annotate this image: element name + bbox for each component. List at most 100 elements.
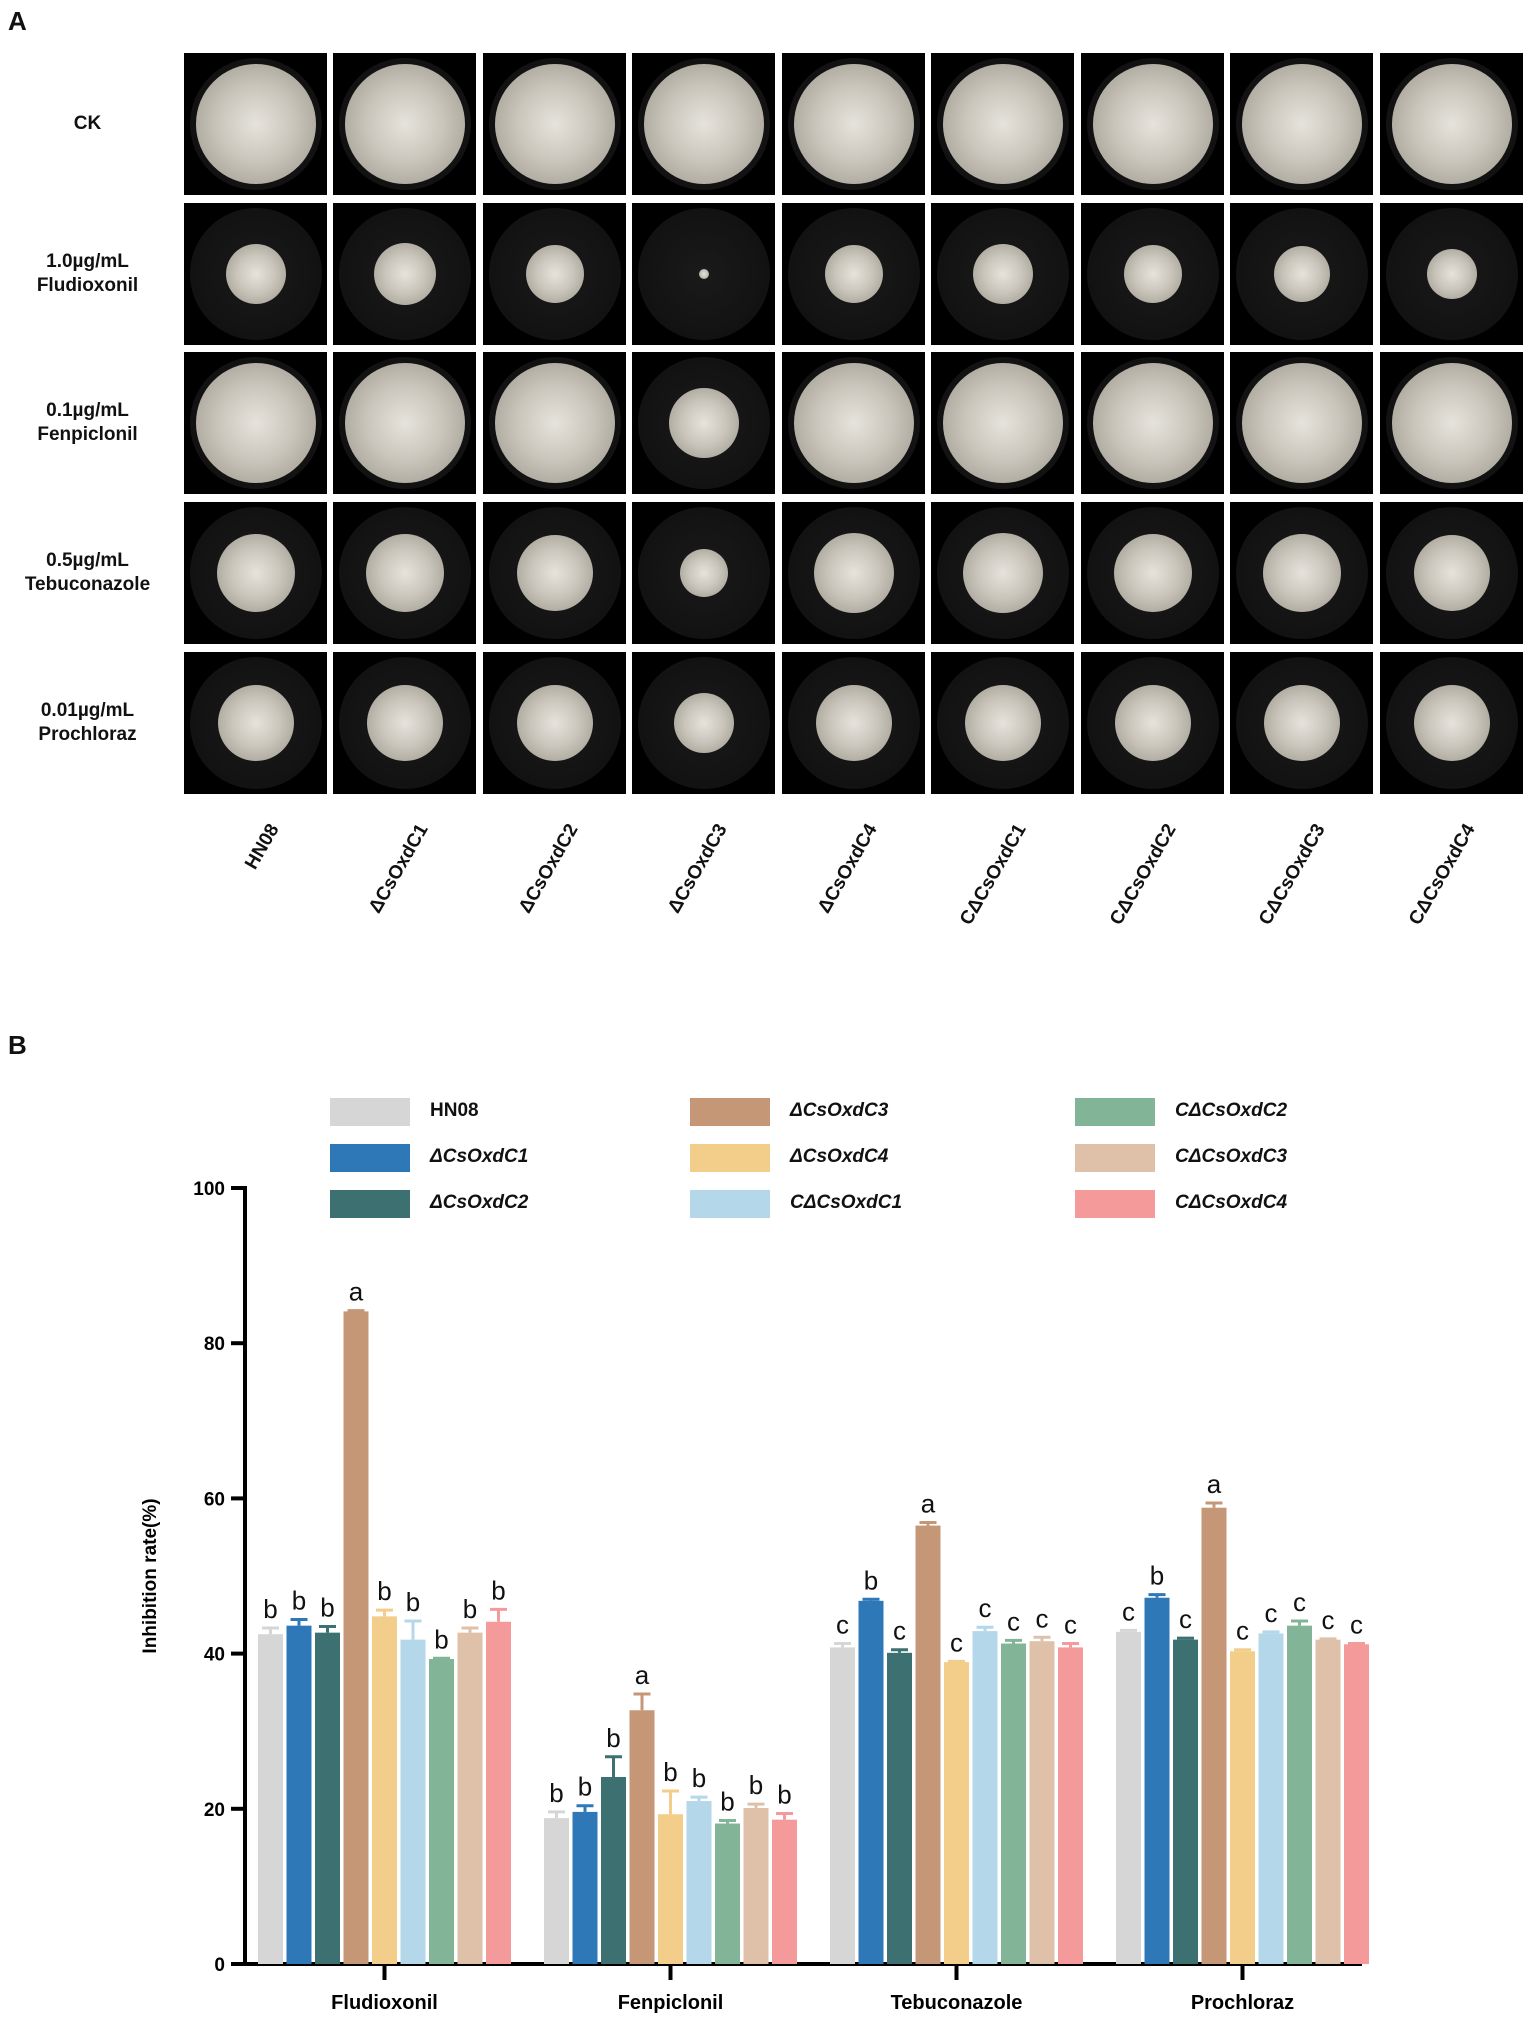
- fungal-colony: [494, 363, 615, 483]
- fungal-colony: [942, 363, 1063, 483]
- petri-plate: [333, 352, 476, 494]
- fungal-colony: [1113, 534, 1192, 612]
- petri-dish: [488, 208, 621, 340]
- petri-dish: [637, 58, 770, 190]
- fungal-colony: [964, 685, 1041, 761]
- fungal-colony: [1426, 249, 1477, 299]
- row-label-line1: 1.0µg/mL: [46, 251, 129, 272]
- x-tick-label: Fenpiclonil: [618, 1992, 724, 2014]
- fungal-colony: [679, 549, 728, 597]
- fungal-colony: [793, 64, 914, 184]
- petri-plate: [184, 53, 327, 195]
- y-tick-label: 60: [204, 1489, 225, 1510]
- y-axis-label: Inhibition rate(%): [140, 1498, 161, 1653]
- x-tick-label: Fludioxonil: [331, 1992, 438, 2014]
- petri-plate: [1081, 352, 1224, 494]
- petri-plate: [483, 652, 626, 794]
- fungal-colony: [1241, 64, 1362, 184]
- bar: [1315, 1639, 1341, 1964]
- bar: [1201, 1507, 1227, 1964]
- bar: [658, 1814, 683, 1964]
- significance-letter: b: [491, 1575, 505, 1605]
- bar: [457, 1632, 483, 1964]
- bar: [544, 1818, 569, 1964]
- petri-plate: [333, 203, 476, 345]
- row-label: 1.0µg/mL Fludioxonil: [0, 250, 175, 298]
- petri-dish: [338, 507, 471, 639]
- petri-dish: [1235, 58, 1368, 190]
- significance-letter: b: [549, 1778, 563, 1808]
- petri-dish: [1385, 208, 1518, 340]
- petri-plate: [1380, 652, 1523, 794]
- strain-label: CΔCsOxdC2: [1106, 820, 1181, 929]
- petri-dish: [1086, 357, 1219, 489]
- bar: [601, 1776, 626, 1964]
- significance-letter: c: [1350, 1610, 1363, 1640]
- fungal-colony: [225, 244, 286, 304]
- fungal-colony: [698, 269, 709, 279]
- significance-letter: c: [1036, 1603, 1049, 1633]
- significance-letter: b: [720, 1786, 734, 1816]
- petri-dish: [338, 357, 471, 489]
- petri-dish: [936, 657, 1069, 789]
- petri-plate: [184, 352, 327, 494]
- significance-letter: b: [320, 1592, 334, 1622]
- petri-plate: [184, 502, 327, 644]
- petri-plate: [184, 652, 327, 794]
- petri-dish: [488, 507, 621, 639]
- significance-letter: c: [1179, 1604, 1192, 1634]
- petri-dish: [488, 357, 621, 489]
- petri-dish: [1385, 357, 1518, 489]
- significance-letter: b: [578, 1772, 592, 1802]
- bar: [1001, 1643, 1026, 1964]
- strain-label: ΔCsOxdC4: [813, 820, 882, 917]
- significance-letter: b: [749, 1770, 763, 1800]
- significance-letter: c: [1122, 1596, 1135, 1626]
- petri-plate: [184, 203, 327, 345]
- petri-dish: [189, 657, 322, 789]
- petri-dish: [189, 58, 322, 190]
- petri-plate: [1081, 203, 1224, 345]
- petri-dish: [338, 58, 471, 190]
- petri-plate: [632, 652, 775, 794]
- petri-dish: [936, 58, 1069, 190]
- bar: [1173, 1639, 1198, 1964]
- y-tick-label: 100: [193, 1179, 225, 1200]
- petri-plate: [1081, 502, 1224, 644]
- petri-dish: [1235, 507, 1368, 639]
- petri-dish: [338, 657, 471, 789]
- fungal-colony: [1262, 534, 1341, 612]
- row-label: CK: [0, 112, 175, 136]
- bar: [343, 1311, 369, 1964]
- fungal-colony: [942, 64, 1063, 184]
- row-label-line2: Prochloraz: [38, 724, 137, 745]
- y-tick-label: 80: [204, 1334, 225, 1355]
- legend-label: ΔCsOxdC3: [790, 1100, 889, 1121]
- petri-dish: [637, 507, 770, 639]
- legend-swatch: [690, 1098, 770, 1126]
- fungal-colony: [195, 64, 316, 184]
- petri-dish: [787, 58, 920, 190]
- petri-plate: [1230, 53, 1373, 195]
- y-tick-label: 20: [204, 1800, 225, 1821]
- bar: [858, 1600, 884, 1964]
- petri-plate: [1230, 502, 1373, 644]
- significance-letter: c: [893, 1616, 906, 1646]
- petri-plate: [1230, 203, 1373, 345]
- strain-label: ΔCsOxdC2: [514, 820, 583, 917]
- significance-letter: b: [406, 1587, 420, 1617]
- fungal-colony: [793, 363, 914, 483]
- bar: [1287, 1625, 1312, 1964]
- petri-plate: [632, 502, 775, 644]
- petri-dish: [637, 208, 770, 340]
- fungal-colony: [217, 685, 294, 761]
- significance-letter: c: [836, 1610, 849, 1640]
- legend-label: ΔCsOxdC4: [790, 1146, 889, 1167]
- petri-plate: [1380, 53, 1523, 195]
- bar: [1258, 1633, 1284, 1964]
- petri-plate: [632, 352, 775, 494]
- bar: [1029, 1641, 1055, 1964]
- legend-swatch: [690, 1144, 770, 1172]
- petri-dish: [1235, 657, 1368, 789]
- bar: [887, 1652, 912, 1964]
